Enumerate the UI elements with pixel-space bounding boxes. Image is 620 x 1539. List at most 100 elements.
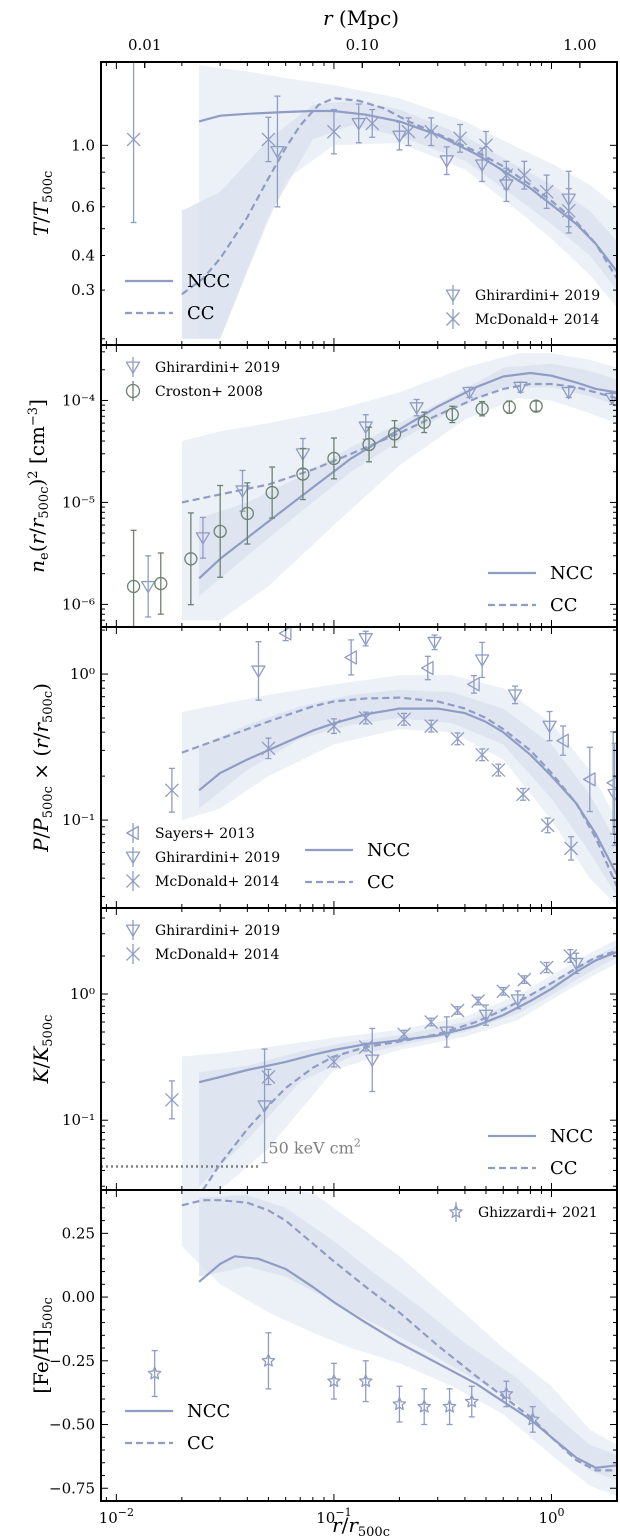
metallicity-point-star <box>327 1374 341 1388</box>
pressure-point-cross <box>540 818 555 833</box>
temperature-point-cross <box>126 132 141 147</box>
pressure-line-cc <box>181 696 617 888</box>
legend-label: CC <box>187 1433 215 1454</box>
density-point-circle <box>265 485 279 500</box>
pressure-legend-bottom-mid: NCC CC <box>305 840 410 893</box>
density-y-tick-label: 10⁻⁴ <box>62 391 95 409</box>
legend-label: Ghizzardi+ 2021 <box>478 1205 598 1221</box>
pressure-point-cross <box>358 711 373 725</box>
metallicity-y-axis-label: [Fe/H]500c <box>29 1297 56 1394</box>
temperature-plot-area <box>126 62 617 339</box>
temperature-y-tick-label: 1.0 <box>71 136 95 154</box>
metallicity-point-star <box>525 1412 540 1426</box>
panel-temperature: 0.3 0.4 0.6 1.0 T/T500c NCC CC Ghirardini+ 2019… <box>29 61 618 346</box>
density-line-cc <box>181 382 617 504</box>
top-axis: r (Mpc) 0.01 0.10 1.00 <box>128 6 597 68</box>
legend-marker-circle <box>125 383 141 399</box>
temperature-point-cross <box>261 132 276 147</box>
entropy-scatter-band-dark <box>199 946 617 1187</box>
temperature-point-cross <box>499 168 514 183</box>
temperature-point-cross <box>424 124 439 139</box>
entropy-point-cross <box>471 994 486 1008</box>
legend-marker-tri-left <box>126 825 139 841</box>
density-point-tri-down <box>605 392 617 406</box>
pressure-point-cross <box>475 747 490 762</box>
metallicity-point-star <box>358 1374 373 1388</box>
entropy-point-cross <box>496 984 511 999</box>
density-plot-area <box>126 353 617 627</box>
metallicity-point-star <box>499 1386 514 1400</box>
metallicity-line-cc <box>181 1199 617 1472</box>
legend-marker-star <box>449 1204 463 1218</box>
entropy-floor-label: 50 keV cm2 <box>268 1136 360 1157</box>
temperature-point-tri-down <box>439 155 454 168</box>
entropy-point-cross <box>539 960 554 975</box>
density-point-circle <box>154 576 168 591</box>
pressure-point-cross <box>491 763 506 778</box>
temperature-line-ncc <box>198 109 617 273</box>
temperature-y-tick-label: 0.6 <box>71 198 95 216</box>
pressure-legend-bottom-left: Sayers+ 2013 Ghirardini+ 2019 McDonald+ 20… <box>125 823 280 891</box>
pressure-point-tri-left <box>582 772 596 787</box>
density-point-circle <box>387 427 402 441</box>
x-tick-label: 10−2 <box>99 1506 134 1527</box>
entropy-legend-bottom-right: NCC CC <box>488 1126 593 1179</box>
temperature-y-ticks: 0.3 0.4 0.6 1.0 <box>71 61 617 340</box>
top-tick-label: 0.10 <box>346 36 379 54</box>
density-point-circle <box>417 415 431 430</box>
pressure-line-ncc <box>198 707 617 876</box>
density-point-circle <box>475 402 489 416</box>
metallicity-y-tick-label: −0.75 <box>49 1479 95 1497</box>
temperature-legend-bottom-left: NCC CC <box>125 271 230 324</box>
density-y-axis-label: ne(r/r500c)2 [cm−3] <box>25 399 52 573</box>
entropy-scatter-band-light <box>181 939 617 1190</box>
entropy-point-cross <box>424 1015 439 1029</box>
legend-label: CC <box>550 595 578 616</box>
temperature-point-tri-down <box>351 117 366 131</box>
pressure-point-tri-left <box>420 660 434 676</box>
entropy-point-cross <box>358 1040 373 1054</box>
density-y-tick-label: 10⁻⁶ <box>62 595 95 613</box>
metallicity-frame <box>100 1189 618 1502</box>
panel-entropy: 50 keV cm2 10⁻¹ 10⁰ K/K500c Ghirardini+ 2019… <box>29 907 618 1191</box>
legend-marker-cross <box>446 312 460 326</box>
temperature-scatter-band-dark <box>181 100 617 339</box>
pressure-point-cross <box>164 783 179 798</box>
legend-label: McDonald+ 2014 <box>475 312 600 328</box>
entropy-legend-top-left: Ghirardini+ 2019 McDonald+ 2014 <box>125 920 280 964</box>
entropy-y-ticks: 10⁻¹ 10⁰ <box>62 917 617 1187</box>
metallicity-y-tick-label: −0.25 <box>49 1352 95 1370</box>
entropy-point-tri-down <box>510 994 525 1007</box>
panels: 0.3 0.4 0.6 1.0 T/T500c NCC CC Ghirardini+ 2019… <box>25 61 618 1527</box>
metallicity-legend-top-right: Ghizzardi+ 2021 <box>449 1202 598 1222</box>
entropy-point-tri-down <box>439 1026 454 1039</box>
entropy-y-tick-label: 10⁰ <box>70 985 95 1003</box>
density-legend-top-left: Ghirardini+ 2019 Croston+ 2008 <box>125 357 280 401</box>
pressure-point-cross <box>516 787 531 802</box>
top-axis-ticks: 0.01 0.10 1.00 <box>128 36 597 68</box>
temperature-point-cross <box>517 168 532 183</box>
legend-label: CC <box>550 1158 578 1179</box>
temperature-line-cc <box>181 97 617 296</box>
legend-marker-tri-down <box>125 924 141 937</box>
metallicity-point-star <box>417 1399 432 1413</box>
entropy-point-cross <box>397 1027 411 1042</box>
entropy-point-cross <box>563 949 578 963</box>
legend-marker-cross <box>126 947 140 961</box>
legend-label: NCC <box>187 1401 230 1422</box>
temperature-point-cross <box>365 116 380 131</box>
top-tick-label: 0.01 <box>128 36 161 54</box>
legend-label: Ghirardini+ 2019 <box>155 923 280 939</box>
metallicity-point-star <box>442 1399 457 1413</box>
entropy-point-cross <box>261 1070 276 1084</box>
density-point-circle <box>362 437 376 452</box>
entropy-point-cross <box>517 972 532 987</box>
density-scatter-band-dark <box>199 363 617 597</box>
entropy-point-tri-down <box>478 1009 494 1022</box>
metallicity-point-star <box>464 1394 479 1408</box>
metallicity-legend-bottom-left: NCC CC <box>125 1401 230 1454</box>
entropy-point-cross <box>326 1054 341 1069</box>
metallicity-y-tick-label: 0.00 <box>62 1288 95 1306</box>
temperature-legend-bottom-right: Ghirardini+ 2019 McDonald+ 2014 <box>445 285 600 329</box>
